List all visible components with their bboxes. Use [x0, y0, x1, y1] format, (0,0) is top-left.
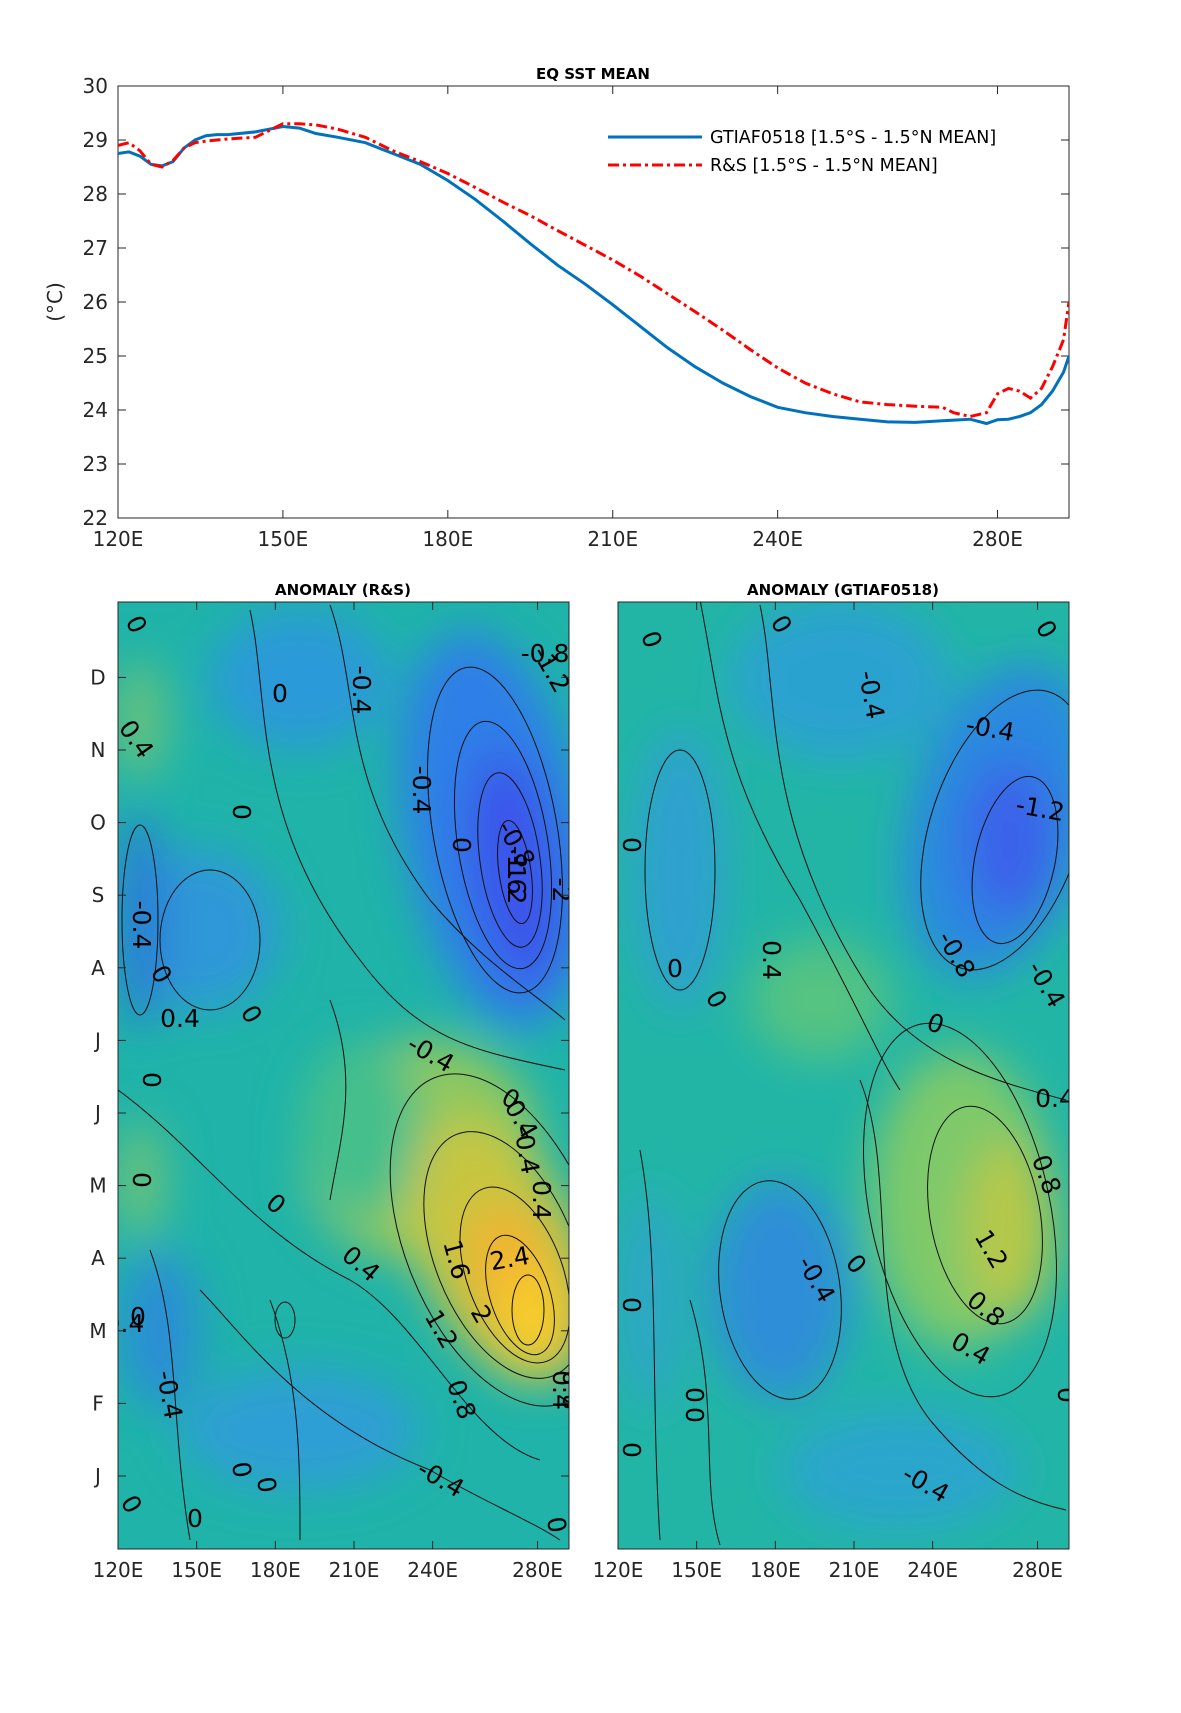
- contour-label: 0: [251, 1474, 282, 1495]
- series-line-rs: [118, 122, 1069, 419]
- contour-label: -2: [547, 878, 576, 903]
- contour-label: 0: [680, 1387, 709, 1403]
- left-y-tick-label: O: [90, 811, 106, 835]
- contour-label: 0: [447, 837, 476, 853]
- contour-label: -0.4: [96, 1309, 145, 1338]
- left-contour-labels: 0-0.400.40 -0.40 -0.8-1.2-1.6 -2-1.2-0.8-0.…: [96, 611, 586, 1535]
- top-y-axis: 22 23 24 25 26 27 28 29 30: [83, 74, 1069, 530]
- contour-label: 2.4: [488, 1241, 532, 1276]
- left-contours: [118, 604, 569, 1541]
- top-x-tick-label: 210E: [587, 527, 638, 551]
- series-line-gtiaf0518: [118, 124, 1069, 426]
- top-plot-area: [117, 85, 1070, 519]
- top-legend: GTIAF0518 [1.5°S - 1.5°N MEAN] R&S [1.5°…: [608, 128, 996, 176]
- contour-label: -1.2: [502, 856, 531, 905]
- top-chart-title: EQ SST MEAN: [536, 65, 650, 83]
- right-x-tick-label: 150E: [671, 1558, 722, 1582]
- left-x-tick-label: 150E: [171, 1558, 222, 1582]
- contour-label: 0: [227, 804, 256, 820]
- top-y-tick-label: 30: [83, 74, 108, 98]
- contour-label: 0.4: [527, 1180, 556, 1220]
- contour-label: 0: [617, 837, 646, 853]
- left-y-tick-label: N: [91, 738, 106, 762]
- right-heatmap-field: 00 0-0.4-0.4-1.200.400-0.8-0.400.40.81.2-…: [617, 602, 1081, 1549]
- top-y-tick-label: 29: [83, 128, 108, 152]
- contour-label: 0: [187, 1504, 203, 1533]
- left-x-axis: 120E 150E 180E 210E 240E 280E: [93, 602, 563, 1582]
- contour-label: 0: [272, 679, 288, 708]
- contour-label: 0: [680, 1407, 709, 1423]
- contour-label: 0: [130, 1302, 146, 1331]
- contour-label: -0.4: [347, 666, 376, 715]
- top-y-tick-label: 28: [83, 182, 108, 206]
- left-y-tick-label: S: [92, 883, 105, 907]
- top-y-tick-label: 27: [83, 236, 108, 260]
- top-series-group: [118, 122, 1069, 426]
- top-y-tick-label: 23: [83, 452, 108, 476]
- left-heatmap-title: ANOMALY (R&S): [275, 581, 411, 599]
- top-x-tick-label: 120E: [93, 527, 144, 551]
- left-heatmap-field: 0-0.400.40 -0.40 -0.8-1.2-1.6 -2-1.2-0.8-0.…: [96, 602, 586, 1549]
- left-y-tick-label: M: [89, 1319, 106, 1343]
- left-y-tick-label: J: [93, 1464, 101, 1488]
- contour-label: -0.8: [521, 639, 570, 668]
- left-y-tick-label: J: [93, 1101, 101, 1125]
- left-y-tick-label: M: [89, 1174, 106, 1198]
- left-y-tick-label: A: [91, 956, 105, 980]
- contour-label: 0: [137, 1072, 166, 1088]
- contour-label: -0.4: [407, 766, 436, 815]
- right-heatmap: ANOMALY (GTIAF0518): [593, 581, 1081, 1582]
- left-y-tick-label: J: [93, 1028, 101, 1052]
- top-y-tick-label: 24: [83, 398, 108, 422]
- contour-label: -1.6: [502, 846, 531, 895]
- legend-label-rs: R&S [1.5°S - 1.5°N MEAN]: [710, 156, 938, 176]
- top-x-axis: 120E 150E 180E 210E 240E 280E: [93, 86, 1023, 551]
- right-heatmap-title: ANOMALY (GTIAF0518): [747, 581, 939, 599]
- contour-label: 0.4: [547, 1370, 576, 1410]
- contour-label: 0.4: [160, 1004, 200, 1033]
- right-contours: [639, 602, 1069, 1546]
- right-x-tick-label: 180E: [750, 1558, 801, 1582]
- top-y-tick-label: 26: [83, 290, 108, 314]
- contour-label: 0.4: [1035, 1084, 1075, 1113]
- right-x-tick-label: 120E: [593, 1558, 644, 1582]
- top-y-axis-label: (°C): [43, 282, 67, 322]
- right-x-tick-label: 240E: [907, 1558, 958, 1582]
- right-x-tick-label: 210E: [829, 1558, 880, 1582]
- contour-label: 0.8: [557, 1370, 586, 1410]
- legend-label-gtiaf0518: GTIAF0518 [1.5°S - 1.5°N MEAN]: [710, 128, 996, 148]
- top-x-tick-label: 180E: [422, 527, 473, 551]
- contour-label: 0: [1052, 1387, 1081, 1403]
- left-x-tick-label: 280E: [512, 1558, 563, 1582]
- contour-label: 0: [541, 1514, 572, 1535]
- top-y-tick-label: 22: [83, 506, 108, 530]
- left-y-tick-label: A: [91, 1246, 105, 1270]
- contour-label: 0: [667, 954, 683, 983]
- left-x-tick-label: 240E: [407, 1558, 458, 1582]
- contour-label: 0.4: [757, 940, 786, 980]
- right-x-tick-label: 280E: [1012, 1558, 1063, 1582]
- top-x-tick-label: 240E: [752, 527, 803, 551]
- left-heatmap: ANOMALY (R&S): [89, 581, 1069, 1582]
- left-y-tick-label: F: [92, 1391, 104, 1415]
- left-x-tick-label: 210E: [329, 1558, 380, 1582]
- contour-label: 0: [617, 1297, 646, 1313]
- top-x-tick-label: 280E: [972, 527, 1023, 551]
- left-y-tick-label: D: [90, 665, 105, 689]
- contour-label: 0: [127, 1172, 156, 1188]
- right-x-axis: 120E 150E 180E 210E 240E 280E: [593, 602, 1063, 1582]
- left-x-tick-label: 120E: [93, 1558, 144, 1582]
- contour-label: 0: [617, 1442, 646, 1458]
- contour-label: 0: [226, 1459, 257, 1480]
- top-x-tick-label: 150E: [258, 527, 309, 551]
- contour-label: -0.4: [127, 901, 156, 950]
- left-x-tick-label: 180E: [250, 1558, 301, 1582]
- top-y-tick-label: 25: [83, 344, 108, 368]
